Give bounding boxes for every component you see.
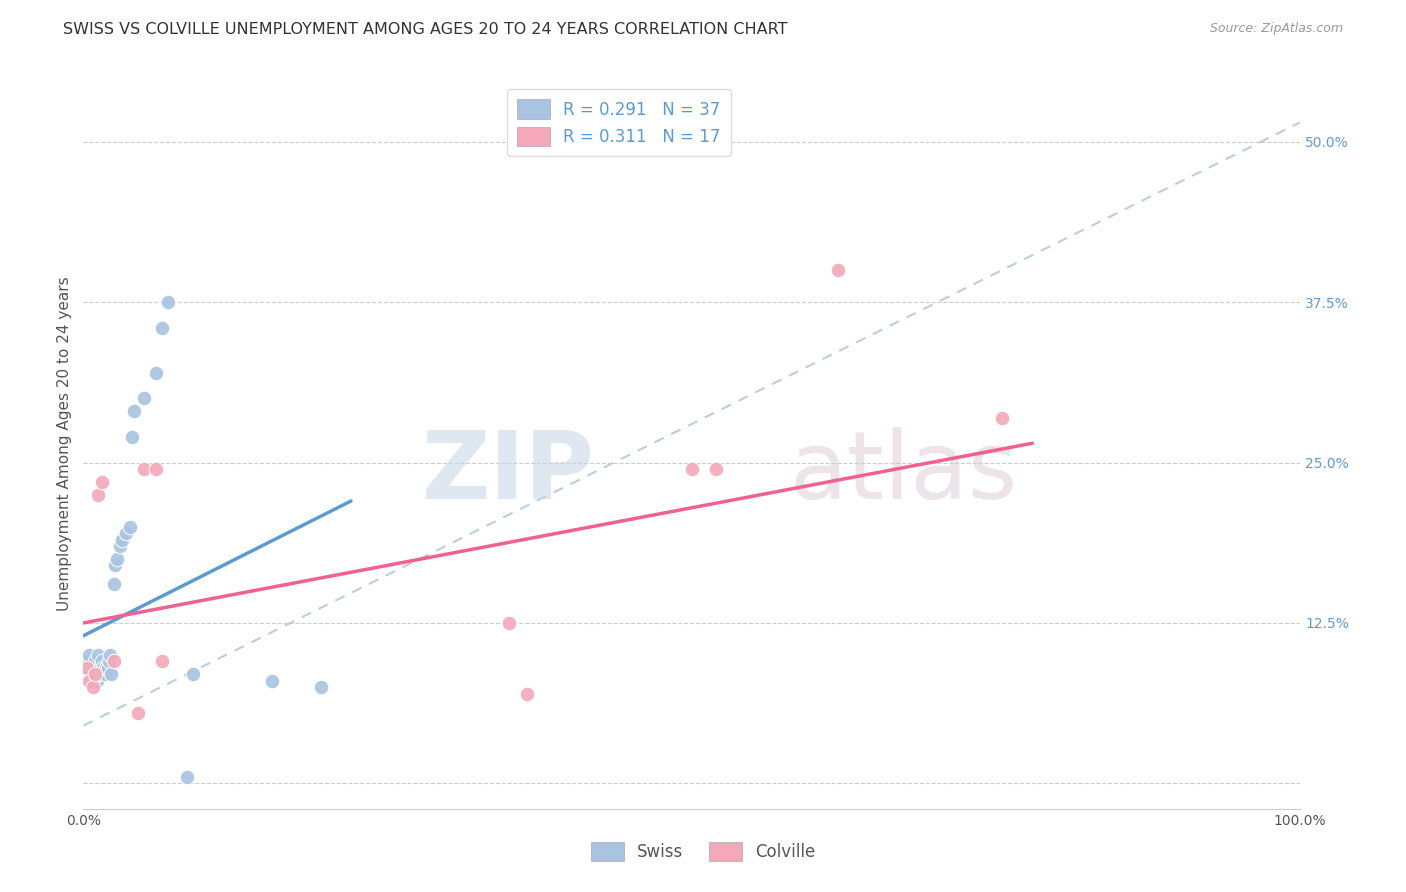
Point [79,673,101,688]
Y-axis label: Unemployment Among Ages 20 to 24 years: Unemployment Among Ages 20 to 24 years [58,276,72,610]
Point [111,533,134,547]
Point [124,404,146,418]
Point [90,655,112,669]
Point [150,655,173,669]
Point [176,770,198,784]
Point [83,667,105,681]
Point [150,320,173,334]
Point [121,430,143,444]
Point [157,295,180,310]
Point [827,263,849,277]
Point [104,558,127,573]
Point [96,661,118,675]
Point [97,661,120,675]
Point [94,667,117,681]
Point [87,648,110,662]
Point [309,680,332,694]
Point [79,667,101,681]
Point [80,673,103,688]
Point [134,462,156,476]
Point [108,539,131,553]
Point [118,519,141,533]
Point [86,673,108,688]
Point [84,655,107,669]
Point [89,661,111,675]
Point [97,655,120,669]
Point [145,462,167,476]
Point [91,661,114,675]
Legend: R = 0.291   N = 37, R = 0.311   N = 17: R = 0.291 N = 37, R = 0.311 N = 17 [506,89,731,156]
Point [260,673,283,688]
Point [704,462,727,476]
Point [516,687,538,701]
Point [105,551,128,566]
Point [145,366,167,380]
Point [181,667,204,681]
Text: ZIP: ZIP [422,426,595,518]
Point [134,392,156,406]
Point [103,577,125,591]
Point [87,487,110,501]
Point [79,648,101,662]
Point [87,667,110,681]
Point [100,667,122,681]
Point [76,661,98,675]
Text: Source: ZipAtlas.com: Source: ZipAtlas.com [1209,22,1343,36]
Point [84,667,107,681]
Point [82,661,104,675]
Text: SWISS VS COLVILLE UNEMPLOYMENT AMONG AGES 20 TO 24 YEARS CORRELATION CHART: SWISS VS COLVILLE UNEMPLOYMENT AMONG AGE… [63,22,787,37]
Text: atlas: atlas [789,426,1018,518]
Point [498,615,520,630]
Point [681,462,703,476]
Point [98,648,121,662]
Point [991,410,1014,425]
Point [90,475,112,489]
Point [75,661,97,675]
Point [77,655,100,669]
Point [103,655,125,669]
Point [115,526,138,541]
Legend: Swiss, Colville: Swiss, Colville [583,835,823,868]
Point [82,680,104,694]
Point [127,706,149,720]
